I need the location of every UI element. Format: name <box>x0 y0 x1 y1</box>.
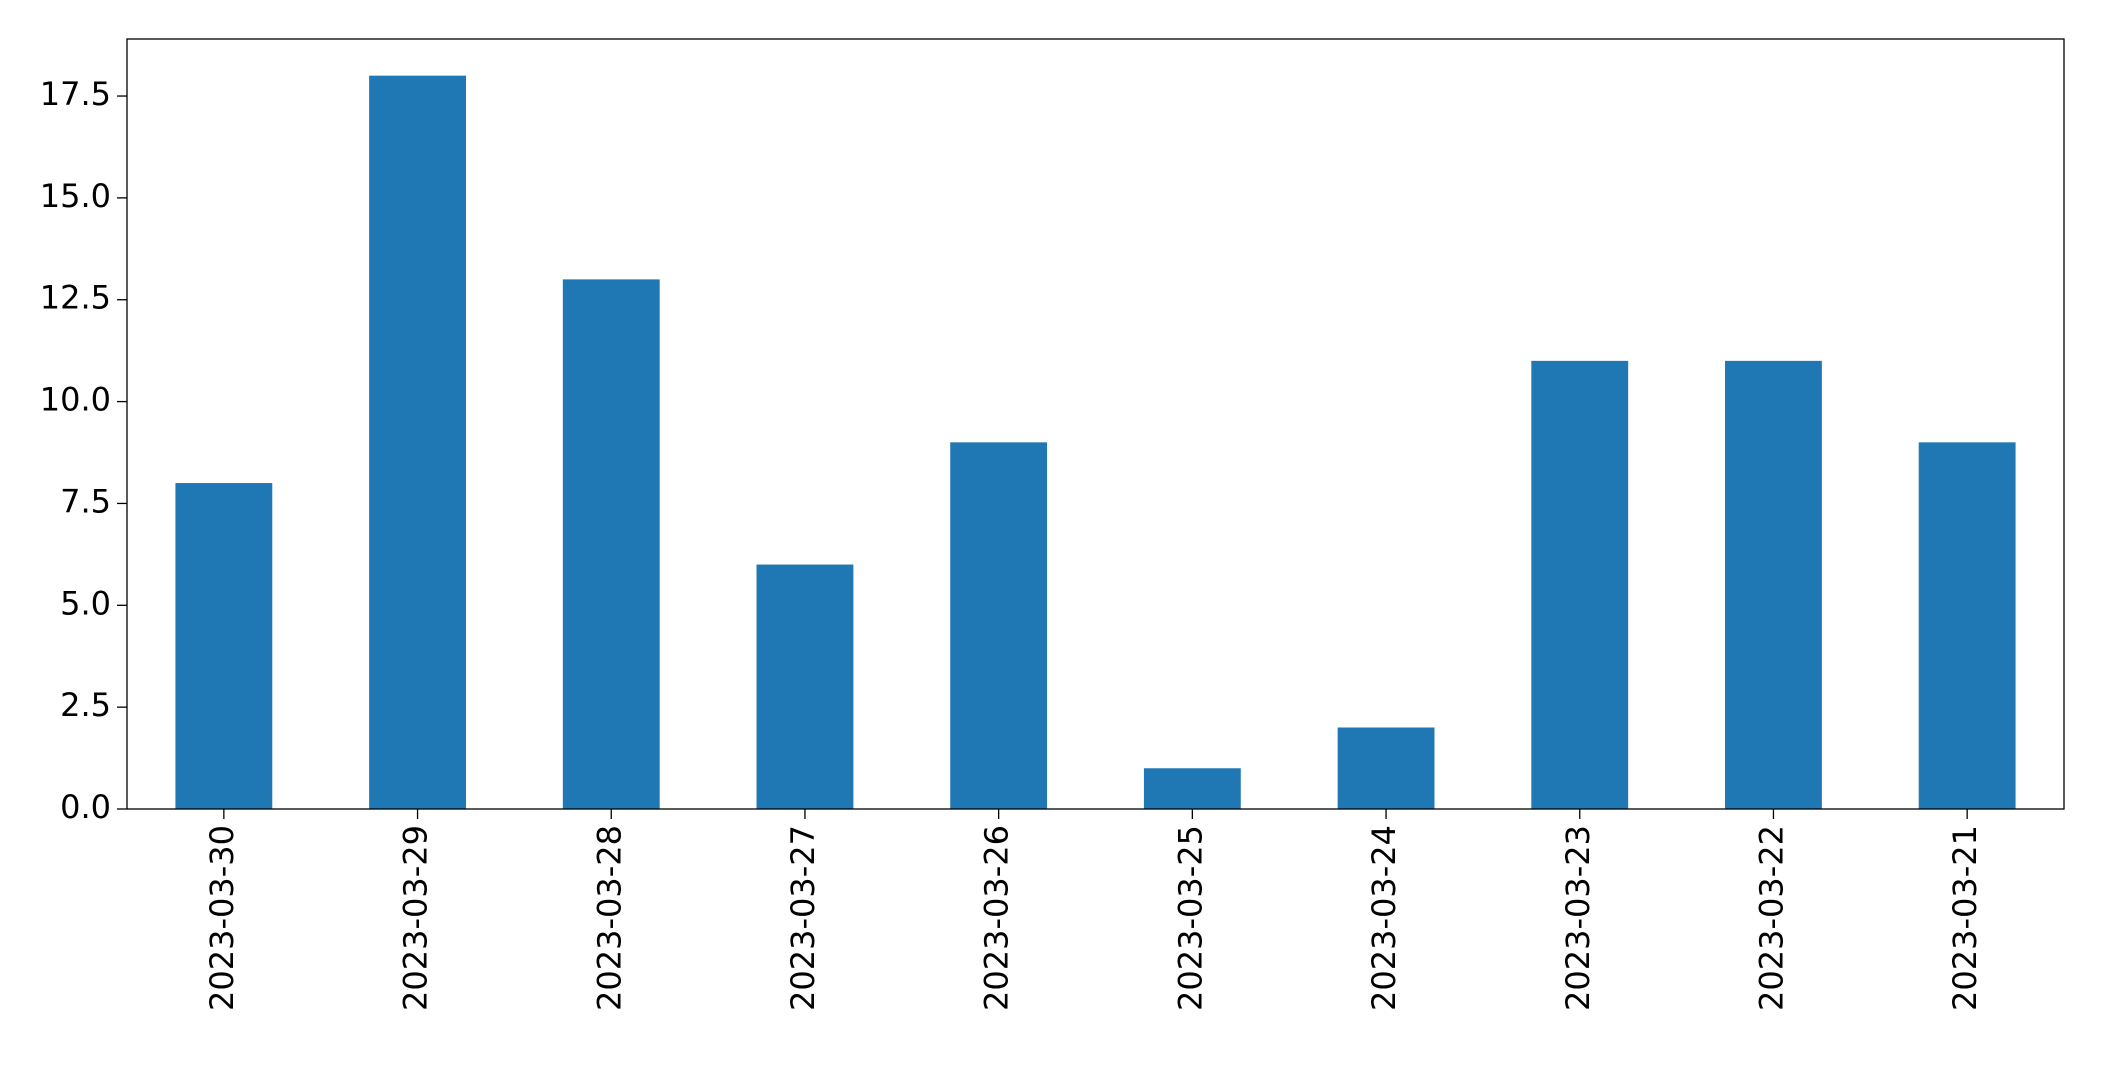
bar <box>1918 442 2016 809</box>
x-tick-label: 2023-03-29 <box>397 825 435 1011</box>
x-tick-label: 2023-03-23 <box>1559 825 1597 1011</box>
y-tick-label: 17.5 <box>40 75 111 113</box>
x-tick-label: 2023-03-26 <box>978 825 1016 1011</box>
bar <box>369 75 466 809</box>
y-tick-label: 15.0 <box>40 177 111 215</box>
y-tick-label: 7.5 <box>60 482 111 520</box>
y-tick-label: 5.0 <box>60 584 111 622</box>
x-tick-label: 2023-03-24 <box>1365 825 1403 1011</box>
y-tick-label: 0.0 <box>60 788 111 826</box>
bar <box>1337 727 1435 809</box>
bar <box>1725 360 1822 809</box>
x-tick-label: 2023-03-27 <box>784 825 822 1011</box>
bar <box>175 483 273 809</box>
x-tick-label: 2023-03-25 <box>1171 825 1209 1011</box>
x-tick-label: 2023-03-21 <box>1946 825 1984 1011</box>
bar <box>562 279 660 809</box>
x-tick-label: 2023-03-22 <box>1752 825 1790 1011</box>
y-tick-label: 2.5 <box>60 686 111 724</box>
y-tick-label: 10.0 <box>40 381 111 419</box>
plot-frame <box>126 38 2065 810</box>
bar <box>756 564 854 809</box>
x-tick-label: 2023-03-28 <box>590 825 628 1011</box>
y-tick-label: 12.5 <box>40 279 111 317</box>
x-tick-label: 2023-03-30 <box>203 825 241 1011</box>
bar <box>1143 768 1241 809</box>
bar <box>950 442 1048 809</box>
bar <box>1531 360 1629 809</box>
